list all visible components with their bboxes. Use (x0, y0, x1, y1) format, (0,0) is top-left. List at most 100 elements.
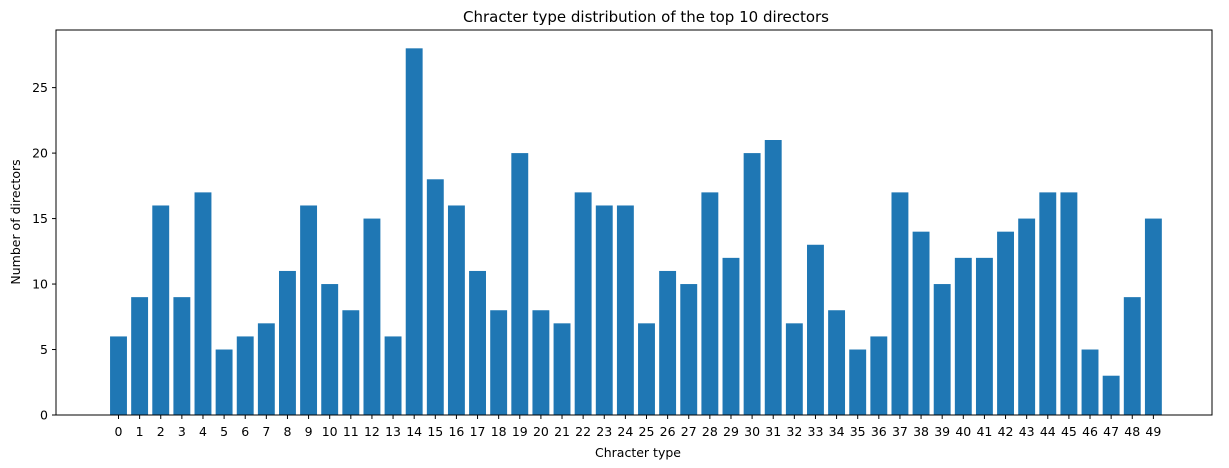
bar-1 (131, 297, 149, 415)
x-tick-label: 15 (427, 424, 443, 439)
x-tick-label: 0 (115, 424, 123, 439)
x-tick-label: 4 (199, 424, 207, 439)
bar-23 (595, 205, 613, 415)
y-tick-label: 0 (40, 408, 48, 423)
bar-40 (954, 257, 972, 415)
bar-26 (659, 270, 677, 415)
bar-7 (257, 323, 275, 415)
x-tick-label: 7 (262, 424, 270, 439)
x-tick-label: 32 (786, 424, 802, 439)
bar-48 (1123, 297, 1141, 415)
bar-8 (279, 270, 296, 415)
x-tick-label: 3 (178, 424, 186, 439)
y-tick-label: 25 (32, 80, 48, 95)
y-tick-label: 20 (32, 146, 48, 161)
bar-20 (532, 310, 550, 415)
y-tick-label: 10 (32, 277, 48, 292)
x-tick-label: 17 (470, 424, 486, 439)
bar-16 (447, 205, 465, 415)
x-tick-label: 36 (871, 424, 887, 439)
bars-group (110, 48, 1162, 415)
bar-32 (785, 323, 803, 415)
x-tick-label: 19 (512, 424, 528, 439)
bar-36 (870, 336, 888, 415)
bar-35 (849, 349, 867, 415)
y-axis-ticks: 0 5 10 15 20 25 (32, 80, 56, 423)
bar-47 (1102, 375, 1120, 415)
x-tick-label: 23 (596, 424, 612, 439)
bar-42 (997, 231, 1014, 415)
x-tick-label: 12 (364, 424, 380, 439)
bar-22 (574, 192, 592, 415)
y-tick-label: 5 (40, 342, 48, 357)
x-tick-label: 43 (1019, 424, 1035, 439)
x-tick-label: 24 (617, 424, 633, 439)
bar-15 (426, 179, 444, 415)
x-tick-label: 13 (385, 424, 401, 439)
x-tick-label: 2 (157, 424, 165, 439)
x-tick-label: 42 (998, 424, 1014, 439)
bar-38 (912, 231, 930, 415)
x-tick-label: 22 (575, 424, 591, 439)
x-tick-label: 5 (220, 424, 228, 439)
bar-21 (553, 323, 571, 415)
x-tick-label: 30 (744, 424, 760, 439)
x-tick-label: 41 (976, 424, 992, 439)
x-tick-label: 18 (491, 424, 507, 439)
bar-18 (490, 310, 508, 415)
bar-41 (975, 257, 993, 415)
bar-49 (1144, 218, 1162, 415)
bar-13 (384, 336, 402, 415)
x-tick-label: 33 (808, 424, 824, 439)
bar-10 (321, 284, 339, 415)
bar-24 (616, 205, 634, 415)
bar-25 (638, 323, 655, 415)
x-tick-label: 6 (241, 424, 249, 439)
bar-5 (215, 349, 233, 415)
bar-19 (511, 153, 529, 415)
x-tick-label: 34 (829, 424, 845, 439)
x-axis-ticks: 0 1 2 3 4 5 6 7 8 9 10 11 12 13 14 15 16 17 18 19 20 21 22 23 24… (115, 415, 1161, 439)
x-axis-label: Chracter type (595, 445, 681, 460)
x-tick-label: 27 (681, 424, 697, 439)
bar-9 (300, 205, 318, 415)
bar-30 (743, 153, 761, 415)
bar-31 (764, 140, 782, 415)
x-tick-label: 16 (448, 424, 464, 439)
bar-2 (152, 205, 170, 415)
x-tick-label: 31 (765, 424, 781, 439)
chart-title: Chracter type distribution of the top 10… (463, 8, 829, 26)
x-tick-label: 28 (702, 424, 718, 439)
bar-6 (236, 336, 254, 415)
x-tick-label: 37 (892, 424, 908, 439)
x-tick-label: 40 (955, 424, 971, 439)
bar-29 (722, 257, 740, 415)
bar-43 (1018, 218, 1036, 415)
x-tick-label: 26 (660, 424, 676, 439)
bar-37 (891, 192, 909, 415)
x-tick-label: 9 (305, 424, 313, 439)
bar-34 (828, 310, 846, 415)
y-tick-label: 15 (32, 211, 48, 226)
bar-12 (363, 218, 381, 415)
x-tick-label: 45 (1061, 424, 1077, 439)
x-tick-label: 38 (913, 424, 929, 439)
bar-45 (1060, 192, 1078, 415)
x-tick-label: 11 (343, 424, 359, 439)
x-tick-label: 49 (1145, 424, 1161, 439)
x-tick-label: 35 (850, 424, 866, 439)
bar-44 (1039, 192, 1057, 415)
bar-28 (701, 192, 719, 415)
x-tick-label: 48 (1124, 424, 1140, 439)
x-tick-label: 8 (283, 424, 291, 439)
x-tick-label: 29 (723, 424, 739, 439)
bar-3 (173, 297, 191, 415)
x-tick-label: 46 (1082, 424, 1098, 439)
bar-17 (469, 270, 486, 415)
x-tick-label: 47 (1103, 424, 1119, 439)
y-axis-label: Number of directors (8, 159, 23, 284)
x-tick-label: 10 (322, 424, 338, 439)
bar-14 (405, 48, 423, 415)
plot-frame (55, 29, 1213, 416)
